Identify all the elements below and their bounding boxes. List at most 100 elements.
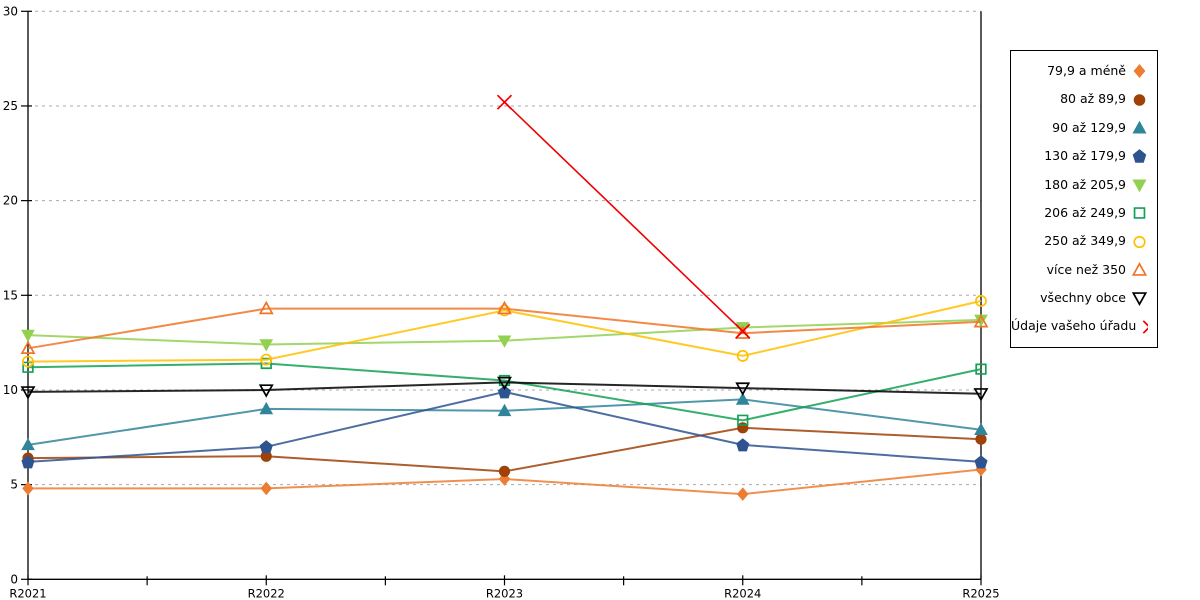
- data-point-marker: [260, 353, 273, 366]
- chart-legend: 79,9 a méně 80 až 89,9 90 až 129,9 130 až 1…: [1010, 50, 1158, 348]
- data-point-marker: [1131, 261, 1148, 276]
- series-3: [21, 392, 988, 451]
- x-tick-label: R2024: [724, 586, 761, 600]
- data-point-marker: [735, 382, 751, 396]
- legend-item-3: 90 až 129,9: [1011, 120, 1157, 136]
- legend-item-4: 130 až 179,9: [1011, 148, 1157, 164]
- x-tick-label: R2023: [486, 586, 523, 600]
- y-tick-label: 20: [3, 194, 18, 208]
- series-line: [27, 300, 982, 363]
- data-point-marker: [1133, 207, 1146, 219]
- series-line: [27, 426, 982, 473]
- legend-label: 90 až 129,9: [1052, 119, 1126, 135]
- x-tick-label: R2025: [962, 586, 999, 600]
- data-point-marker: [21, 437, 35, 451]
- pentagon-legend-icon: [1132, 149, 1147, 164]
- data-point-marker: [737, 414, 749, 426]
- data-point-marker: [1133, 64, 1146, 79]
- legend-label: všechny obce: [1040, 290, 1126, 306]
- data-point-marker: [497, 376, 512, 391]
- data-point-marker: [1142, 319, 1148, 334]
- series-4: [21, 385, 988, 469]
- series-7: [22, 295, 987, 368]
- data-point-marker: [1132, 179, 1147, 192]
- data-point-marker: [973, 314, 989, 328]
- data-point-marker: [1132, 120, 1147, 134]
- data-point-marker: [20, 386, 36, 400]
- data-point-marker: [258, 300, 274, 315]
- data-point-marker: [259, 339, 274, 352]
- y-tick-label: 25: [3, 99, 18, 113]
- data-point-marker: [736, 438, 750, 452]
- y-tick-label: 30: [3, 4, 18, 18]
- legend-label: 250 až 349,9: [1044, 233, 1126, 249]
- data-point-marker: [497, 300, 512, 315]
- legend-item-9: všechny obce: [1011, 290, 1157, 307]
- y-tick-label: 10: [3, 383, 18, 397]
- legend-item-6: 206 až 249,9: [1011, 205, 1157, 221]
- series-line: [27, 307, 982, 350]
- y-axis-ticks: 0 5 10 15 20 25 30: [3, 4, 32, 586]
- legend-label: Údaje vašeho úřadu: [1011, 318, 1137, 334]
- data-point-marker: [260, 481, 273, 496]
- data-point-marker: [22, 481, 34, 496]
- data-point-marker: [975, 363, 987, 375]
- y-tick-label: 15: [3, 288, 18, 302]
- legend-item-10: Údaje vašeho úřadu: [1011, 319, 1157, 335]
- data-point-marker: [973, 388, 989, 402]
- series-2: [22, 422, 987, 477]
- square-legend-icon: [1133, 207, 1146, 219]
- legend-item-1: 79,9 a méně: [1011, 63, 1157, 79]
- data-point-marker: [259, 440, 273, 454]
- legend-label: 206 až 249,9: [1044, 204, 1126, 220]
- data-point-marker: [1132, 149, 1147, 164]
- y-tick-label: 5: [10, 478, 18, 492]
- data-point-marker: [736, 349, 749, 362]
- data-point-marker: [259, 401, 274, 415]
- triangle-down-legend-icon: [1131, 292, 1148, 307]
- data-point-marker: [1131, 292, 1148, 307]
- legend-label: více než 350: [1046, 261, 1126, 277]
- triangle-up-legend-icon: [1131, 261, 1148, 276]
- data-point-marker: [498, 472, 511, 486]
- data-point-marker: [498, 465, 511, 477]
- circle-legend-icon: [1133, 93, 1146, 106]
- data-point-marker: [20, 340, 36, 354]
- y-tick-label: 0: [10, 572, 18, 586]
- legend-item-8: více než 350: [1011, 261, 1157, 278]
- data-point-marker: [735, 325, 751, 339]
- data-point-marker: [497, 385, 512, 399]
- data-point-marker: [496, 94, 513, 110]
- data-point-marker: [975, 433, 987, 445]
- legend-label: 180 až 205,9: [1044, 176, 1126, 192]
- legend-item-2: 80 až 89,9: [1011, 92, 1157, 108]
- series-line: [503, 101, 744, 332]
- series-10: [496, 94, 751, 339]
- x-axis-ticks: R2021 R2022 R2023 R2024 R2025: [9, 575, 1000, 600]
- series-9: [20, 376, 989, 402]
- x-tick-label: R2022: [248, 586, 285, 600]
- x-legend-icon: [1142, 319, 1148, 334]
- data-point-marker: [497, 335, 512, 348]
- data-point-marker: [735, 323, 751, 339]
- legend-item-5: 180 až 205,9: [1011, 177, 1157, 193]
- series-line: [27, 390, 982, 463]
- data-point-marker: [21, 455, 35, 469]
- diamond-legend-icon: [1133, 64, 1146, 79]
- data-point-marker: [736, 487, 749, 501]
- data-point-marker: [497, 403, 512, 417]
- triangle-up-legend-icon: [1132, 120, 1147, 134]
- legend-label: 80 až 89,9: [1060, 91, 1126, 107]
- data-point-marker: [1133, 93, 1146, 106]
- series-6: [22, 357, 987, 426]
- legend-label: 130 až 179,9: [1044, 148, 1126, 164]
- legend-label: 79,9 a méně: [1047, 62, 1126, 78]
- data-point-marker: [258, 384, 274, 398]
- legend-item-7: 250 až 349,9: [1011, 234, 1157, 250]
- data-point-marker: [21, 329, 35, 343]
- data-point-marker: [974, 422, 988, 436]
- circle-legend-icon: [1133, 235, 1146, 248]
- data-point-marker: [22, 355, 34, 368]
